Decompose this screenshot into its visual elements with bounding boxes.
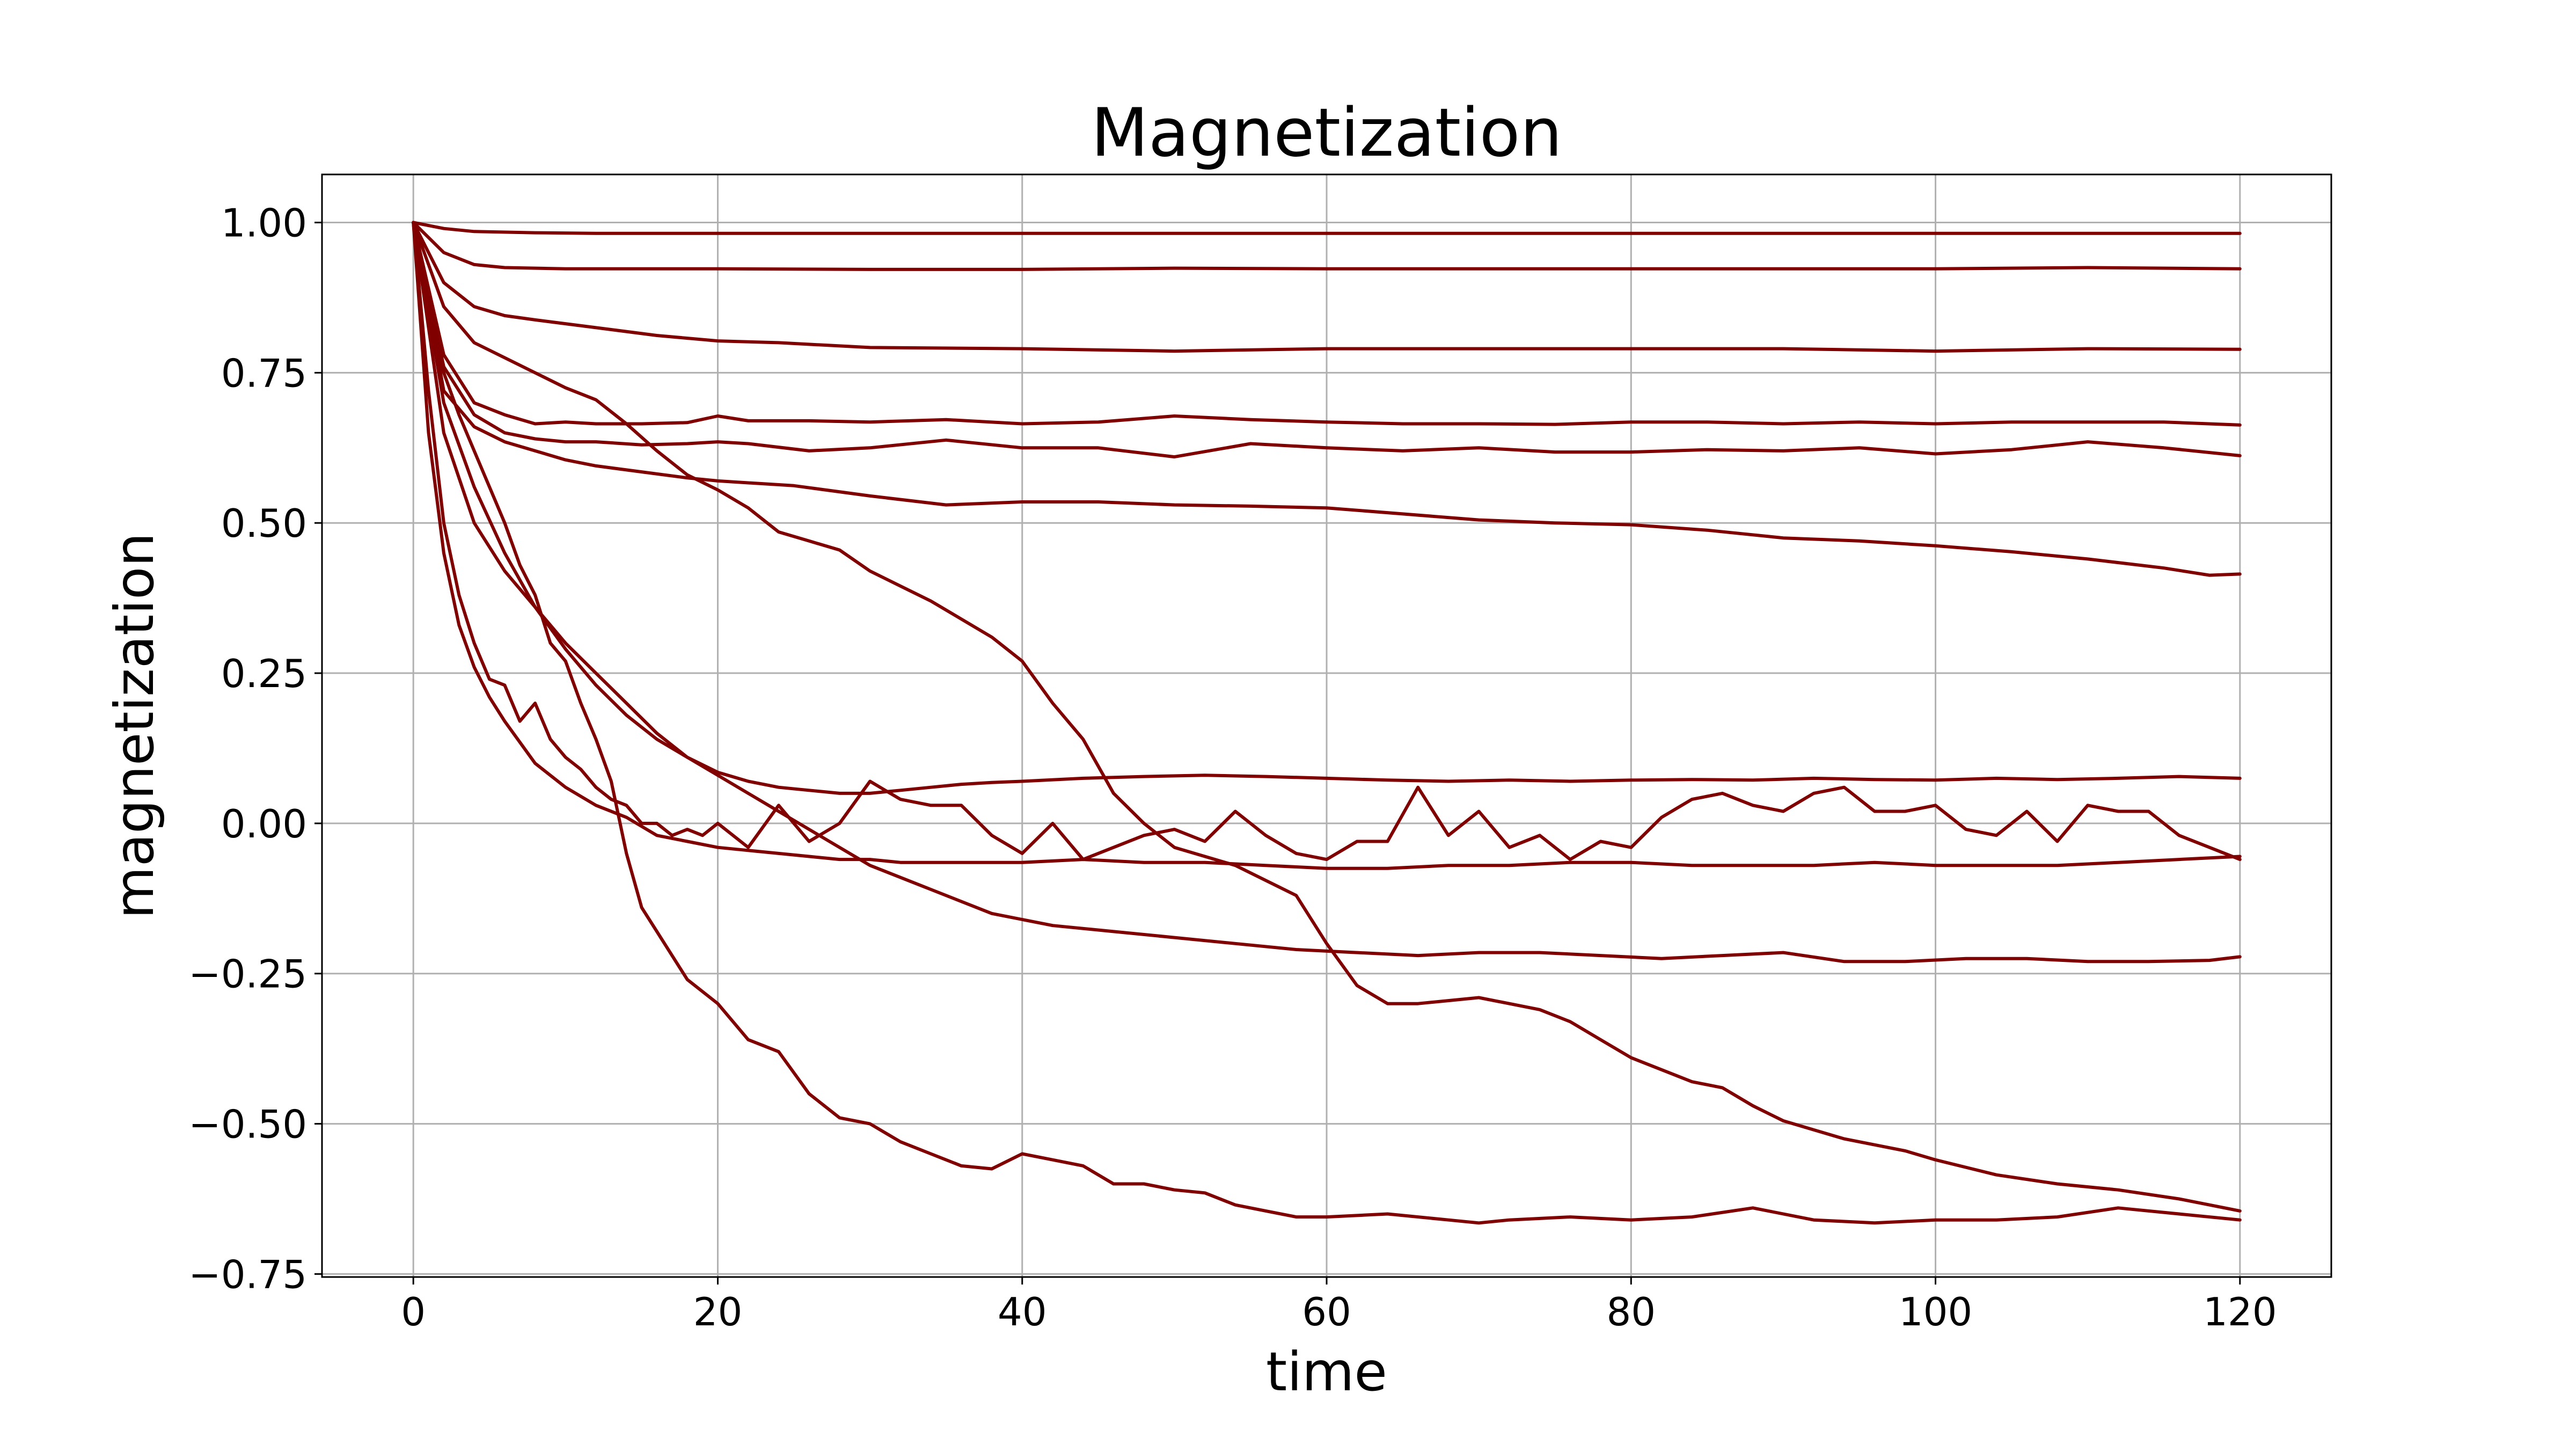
chart-title: Magnetization	[1091, 94, 1562, 172]
x-tick-label: 60	[1302, 1289, 1351, 1334]
y-tick-label: 0.75	[221, 351, 307, 396]
series-line-6	[412, 221, 2242, 577]
y-tick-label: −0.50	[188, 1102, 307, 1147]
y-axis-ticks: −0.75 −0.50 −0.25 0.00 0.25 0.50 0.75 1.00	[188, 201, 322, 1297]
y-axis-label: magnetization	[103, 532, 166, 918]
series-line-4	[412, 221, 2242, 427]
series-line-5	[412, 221, 2242, 459]
x-tick-label: 0	[401, 1289, 426, 1334]
x-tick-label: 40	[998, 1289, 1047, 1334]
y-tick-label: 1.00	[221, 201, 307, 246]
series-line-10	[412, 221, 2242, 870]
y-tick-label: 0.50	[221, 501, 307, 546]
y-tick-label: 0.00	[221, 801, 307, 847]
x-axis-label: time	[1266, 1340, 1387, 1403]
series-line-12	[412, 221, 2242, 1225]
x-tick-label: 100	[1899, 1289, 1972, 1334]
series-layer	[412, 221, 2242, 1225]
y-tick-label: 0.25	[221, 651, 307, 696]
x-axis-ticks: 0 20 40 60 80 100 120	[401, 1277, 2277, 1334]
y-tick-label: −0.25	[188, 952, 307, 997]
y-tick-label: −0.75	[188, 1252, 307, 1297]
series-line-9	[412, 221, 2242, 862]
x-tick-label: 120	[2203, 1289, 2277, 1334]
series-line-1	[412, 221, 2242, 235]
series-line-3	[412, 221, 2242, 353]
x-tick-label: 80	[1606, 1289, 1656, 1334]
series-line-2	[412, 221, 2242, 271]
series-line-8	[412, 221, 2242, 795]
x-tick-label: 20	[693, 1289, 743, 1334]
series-line-11	[412, 221, 2242, 964]
